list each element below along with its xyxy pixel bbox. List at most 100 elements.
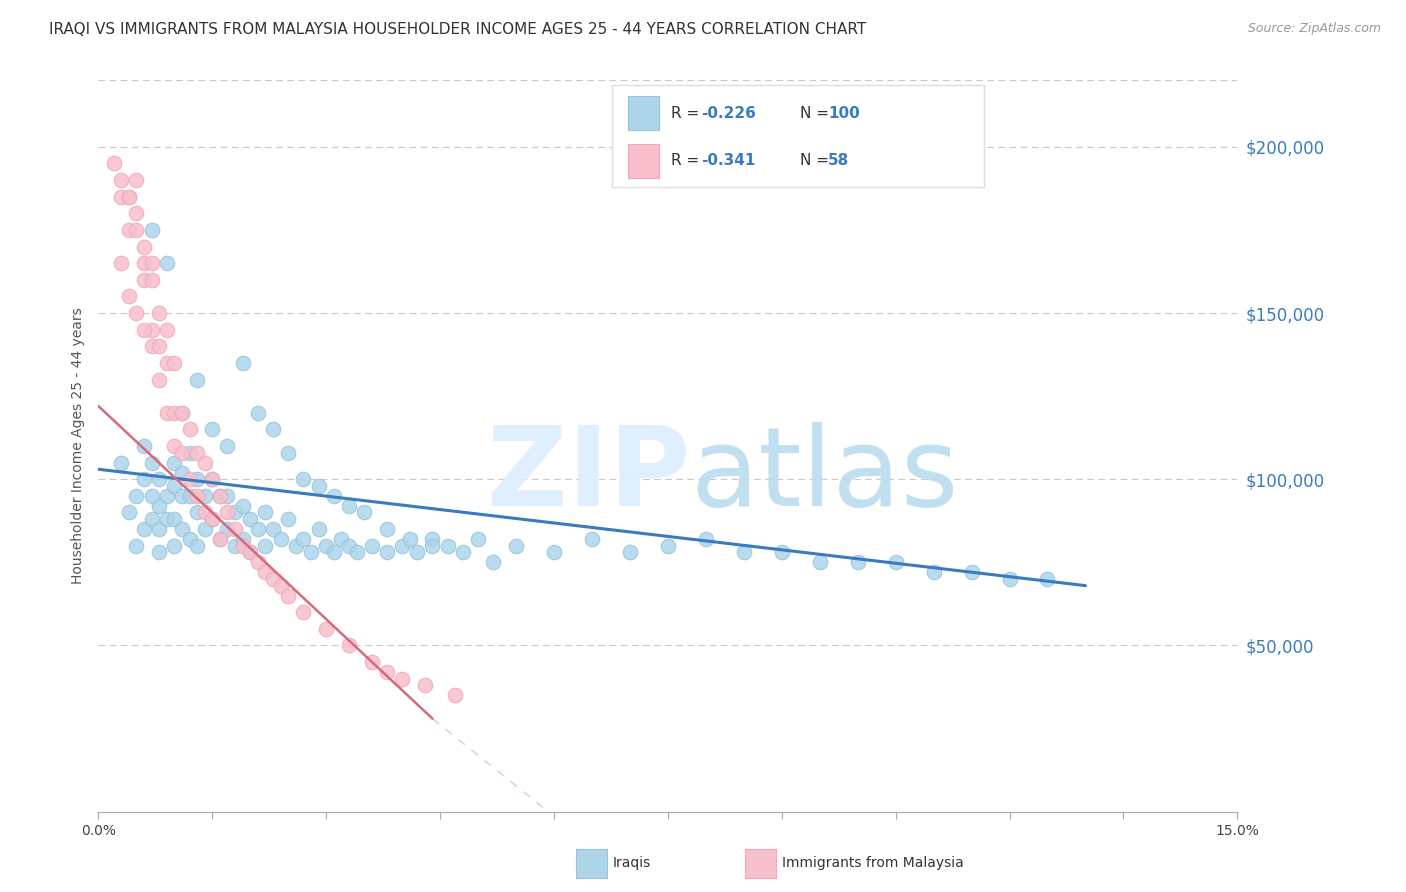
Point (292, 472, 315, 486)
Point (156, 323, 179, 337)
Point (163, 406, 186, 420)
Point (141, 339, 163, 353)
Point (156, 256, 179, 270)
Point (186, 472, 208, 486)
Point (436, 539, 458, 553)
Point (808, 555, 831, 569)
Point (201, 422, 224, 436)
Point (170, 489, 193, 503)
Point (444, 689, 467, 703)
Point (277, 445, 299, 459)
Point (262, 572, 284, 586)
Point (422, 532, 444, 546)
Text: R =: R = (671, 153, 704, 168)
Y-axis label: Householder Income Ages 25 - 44 years: Householder Income Ages 25 - 44 years (70, 308, 84, 584)
Point (232, 539, 254, 553)
Text: Source: ZipAtlas.com: Source: ZipAtlas.com (1247, 22, 1381, 36)
Point (132, 472, 155, 486)
Point (315, 539, 337, 553)
Point (179, 532, 201, 546)
Point (132, 273, 155, 287)
Point (179, 472, 201, 486)
Point (254, 506, 277, 520)
Point (132, 439, 155, 453)
Text: N =: N = (800, 153, 834, 168)
Point (505, 539, 527, 553)
Point (239, 545, 262, 559)
Point (103, 156, 125, 170)
Point (179, 422, 201, 436)
Point (125, 173, 148, 187)
Point (110, 456, 132, 470)
Point (246, 555, 269, 569)
Point (998, 572, 1021, 586)
Point (337, 499, 360, 513)
Point (148, 372, 170, 386)
Point (482, 555, 505, 569)
Point (217, 506, 239, 520)
Point (292, 532, 315, 546)
Text: 100: 100 (828, 106, 860, 120)
Point (657, 539, 679, 553)
Point (239, 512, 262, 526)
Point (239, 545, 262, 559)
Point (179, 445, 201, 459)
Point (156, 489, 179, 503)
Point (232, 532, 254, 546)
Point (156, 512, 179, 526)
Point (254, 566, 277, 580)
Point (125, 223, 148, 237)
Point (110, 173, 132, 187)
Point (163, 512, 186, 526)
Point (125, 306, 148, 320)
Point (208, 532, 231, 546)
Point (846, 555, 869, 569)
Point (1036, 572, 1059, 586)
Point (170, 522, 193, 536)
Point (110, 256, 132, 270)
Point (170, 466, 193, 480)
Point (208, 489, 231, 503)
Text: atlas: atlas (690, 422, 959, 529)
Point (186, 506, 208, 520)
Point (391, 539, 413, 553)
Point (201, 512, 224, 526)
Point (451, 545, 474, 559)
Point (148, 499, 170, 513)
Text: Iraqis: Iraqis (613, 856, 651, 871)
Point (922, 566, 945, 580)
Point (186, 445, 208, 459)
Point (163, 439, 186, 453)
Point (398, 532, 420, 546)
Point (125, 206, 148, 220)
Point (194, 489, 217, 503)
Point (224, 539, 246, 553)
Point (246, 406, 269, 420)
Point (262, 522, 284, 536)
Point (353, 506, 375, 520)
Point (346, 545, 368, 559)
Point (170, 406, 193, 420)
Point (337, 639, 360, 653)
Text: ZIP: ZIP (488, 422, 690, 529)
Point (217, 522, 239, 536)
Point (148, 545, 170, 559)
Point (391, 672, 413, 686)
Point (277, 589, 299, 603)
Point (163, 456, 186, 470)
Point (406, 545, 429, 559)
Point (141, 456, 163, 470)
Point (132, 522, 155, 536)
Point (360, 539, 382, 553)
Point (292, 605, 315, 619)
Point (141, 323, 163, 337)
Point (170, 406, 193, 420)
Point (125, 489, 148, 503)
Point (217, 439, 239, 453)
Point (132, 256, 155, 270)
Point (163, 479, 186, 493)
Point (148, 522, 170, 536)
Point (163, 356, 186, 370)
Point (208, 532, 231, 546)
Point (163, 539, 186, 553)
